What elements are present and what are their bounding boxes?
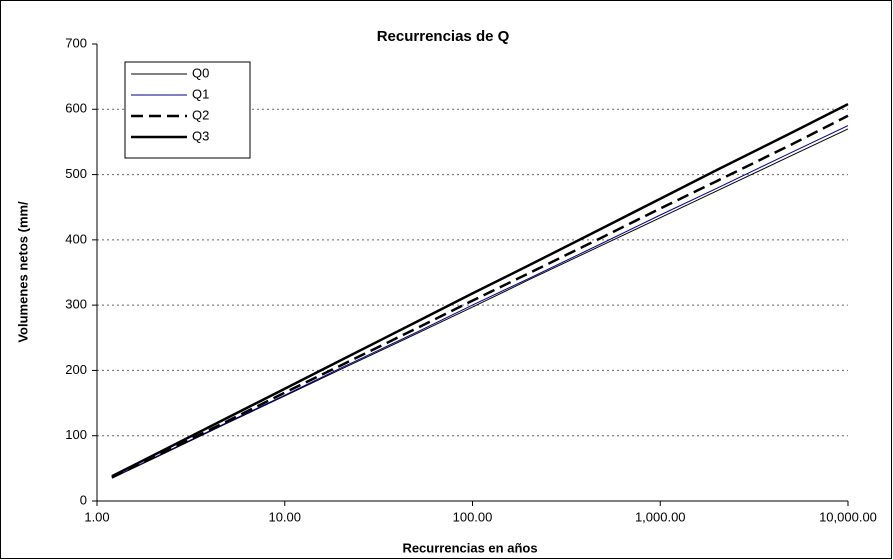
- series-line: [111, 128, 849, 479]
- x-tick-label: 1.00: [84, 509, 109, 524]
- y-tick-label: 100: [65, 427, 87, 442]
- y-axis-label: Volumenes netos (mm/: [15, 201, 30, 343]
- y-tick-label: 500: [65, 166, 87, 181]
- legend-label: Q3: [192, 128, 209, 143]
- legend: Q0 Q1 Q2 Q3: [124, 61, 251, 159]
- y-tick-label: 600: [65, 101, 87, 116]
- legend-label: Q1: [192, 86, 209, 101]
- series-line: [111, 102, 849, 478]
- chart-title: Recurrencias de Q: [377, 28, 510, 45]
- y-tick-label: 0: [80, 492, 87, 507]
- legend-label: Q0: [192, 65, 209, 80]
- x-tick-label: 10,000.00: [819, 509, 877, 524]
- y-tick-label: 400: [65, 231, 87, 246]
- x-tick-label: 1,000.00: [635, 509, 686, 524]
- x-axis-label: Recurrencias en años: [402, 540, 537, 555]
- y-tick-label: 200: [65, 362, 87, 377]
- x-tick-label: 10.00: [268, 509, 301, 524]
- legend-box: [124, 61, 251, 159]
- y-tick-label: 300: [65, 297, 87, 312]
- y-tick-label: 700: [65, 35, 87, 50]
- x-tick-label: 100.00: [453, 509, 493, 524]
- legend-label: Q2: [192, 107, 209, 122]
- series-line: [111, 114, 849, 479]
